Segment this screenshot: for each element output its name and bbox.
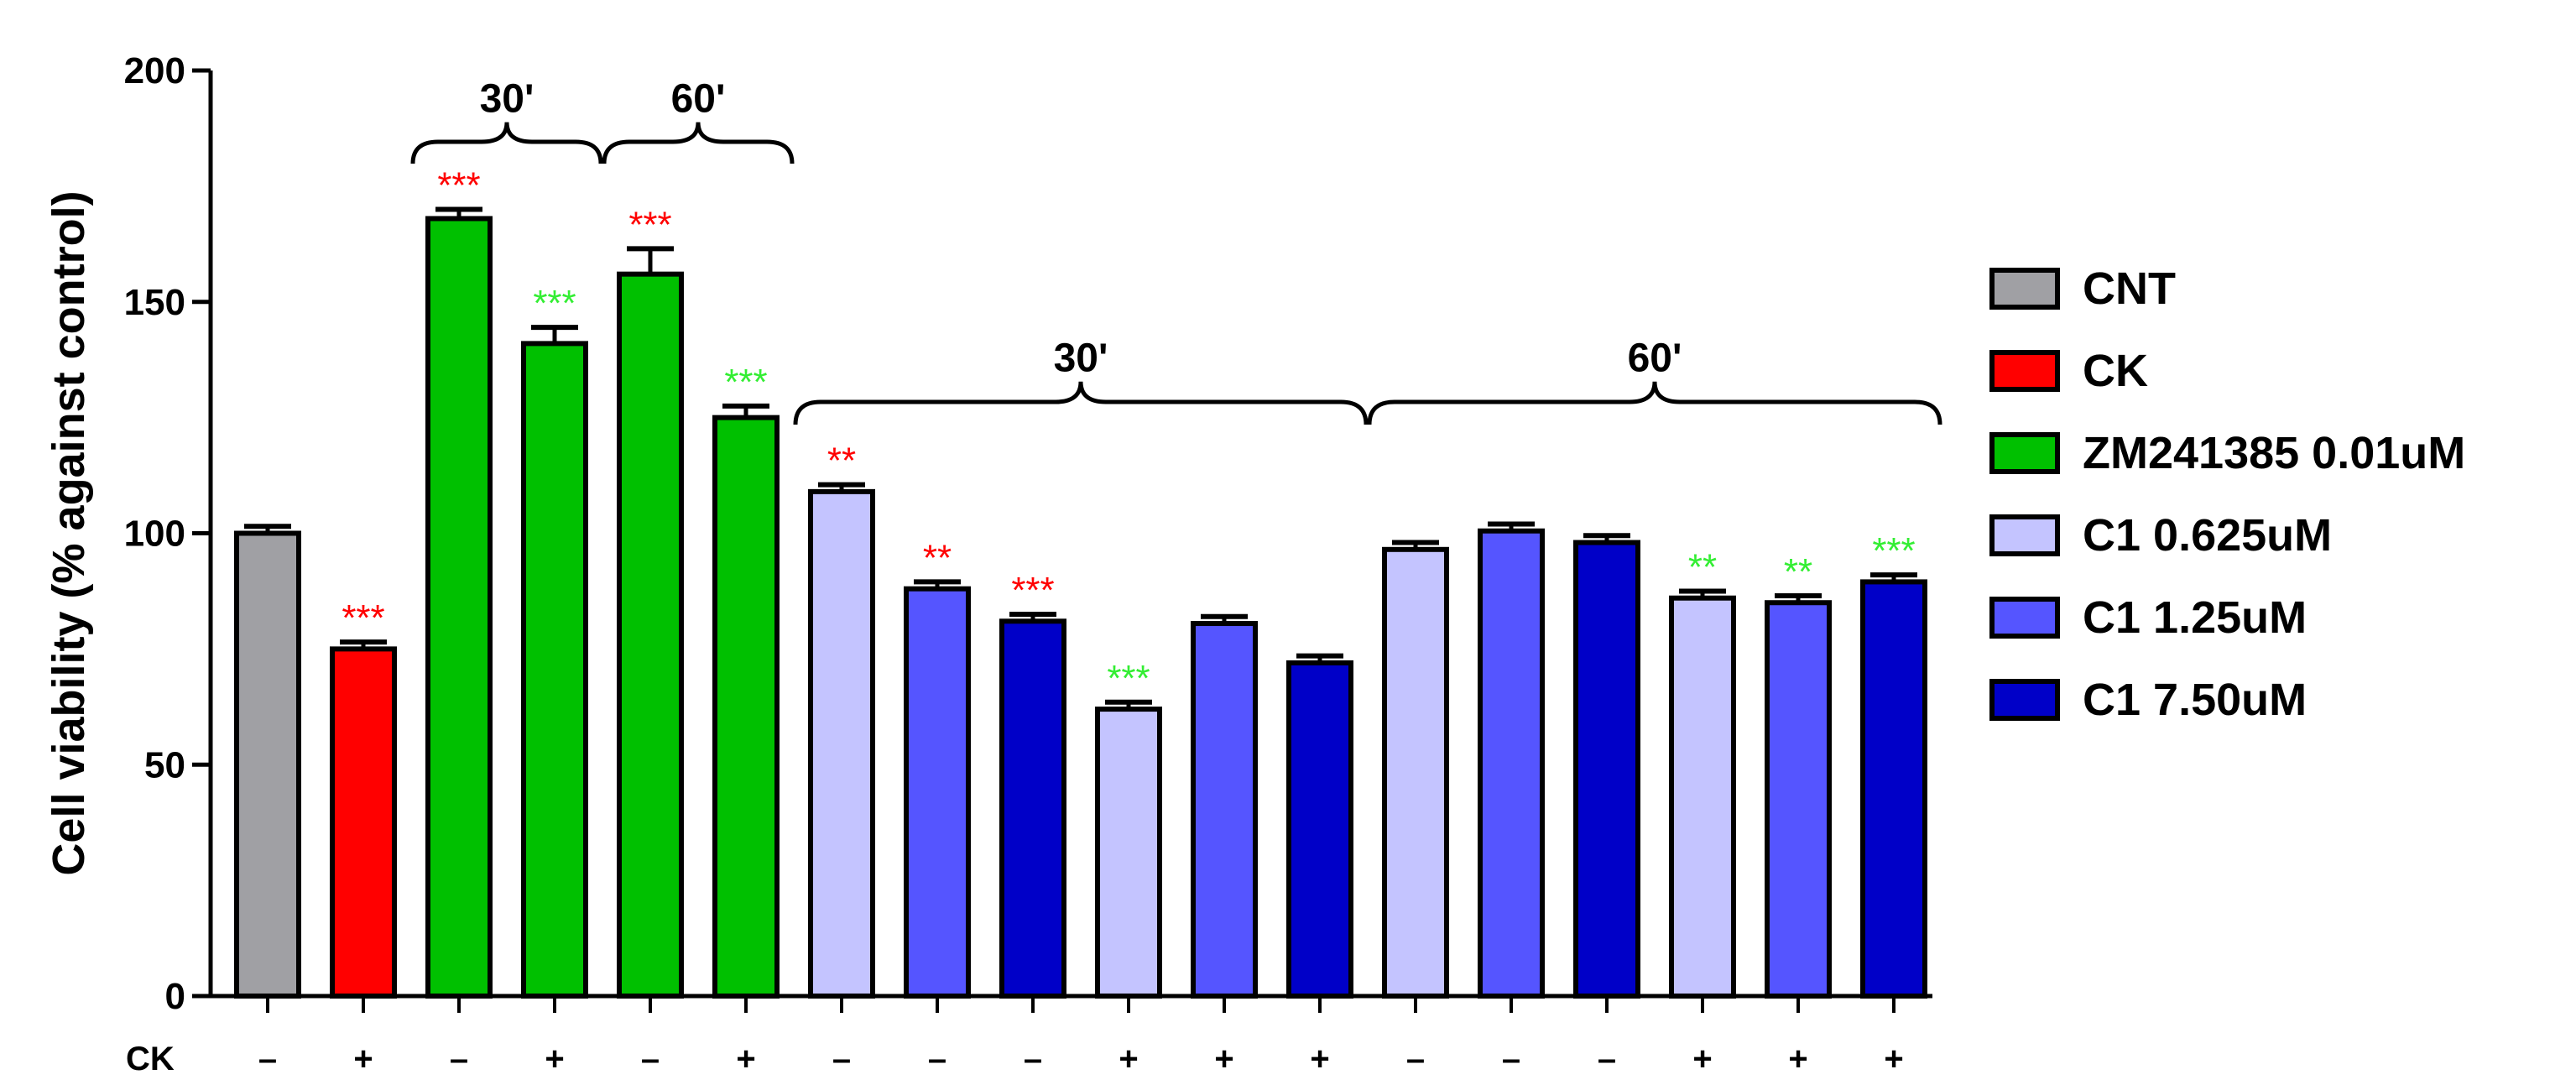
bracket-label: 60' [671, 77, 726, 122]
bracket-label: 30' [480, 77, 534, 122]
bracket [410, 122, 603, 164]
legend-label: C1 1.25uM [2083, 592, 2307, 643]
ck-sign: – [1406, 1041, 1425, 1077]
ck-sign: – [1024, 1041, 1042, 1077]
legend-label-detail: 0.01uM [2299, 428, 2465, 478]
bar [425, 216, 493, 999]
ck-sign: + [1119, 1041, 1138, 1077]
bracket-label: 60' [1628, 336, 1682, 381]
ck-sign: + [353, 1041, 373, 1077]
legend-swatch [1989, 432, 2060, 474]
legend-label: CK [2083, 346, 2148, 396]
legend-swatch [1989, 597, 2060, 639]
axes: 0 50 100 150 200 Cell viability (% against co… [44, 50, 1932, 1017]
ck-sign: + [736, 1041, 755, 1077]
significance-label: *** [1872, 530, 1915, 571]
significance-label: ** [923, 537, 952, 578]
legend-label: CNT [2083, 263, 2176, 314]
y-tick-label: 0 [165, 976, 185, 1017]
ck-sign: + [1214, 1041, 1233, 1077]
ck-sign: – [1598, 1041, 1616, 1077]
ck-sign: – [1502, 1041, 1520, 1077]
bar [712, 415, 780, 999]
y-tick-label: 50 [144, 744, 185, 785]
bar [1286, 660, 1353, 999]
ck-sign: – [641, 1041, 660, 1077]
legend-label-detail: 1.25uM [2141, 592, 2307, 643]
bar [521, 341, 588, 999]
significance-label: ** [827, 441, 856, 482]
significance-label: *** [628, 204, 671, 245]
ck-sign: – [258, 1041, 277, 1077]
ck-sign: – [832, 1041, 851, 1077]
y-tick-label: 150 [124, 282, 185, 323]
ck-sign: + [1692, 1041, 1712, 1077]
significance-label: *** [1107, 658, 1150, 699]
bar [808, 488, 875, 999]
bar [999, 618, 1066, 999]
ck-sign: + [545, 1041, 564, 1077]
significance-label: ** [1784, 551, 1812, 592]
legend-swatch [1989, 350, 2060, 392]
annotations: *************************** *****30' 60'30… [342, 77, 1942, 699]
bar [1669, 595, 1736, 999]
legend-swatch [1989, 514, 2060, 556]
bracket [1367, 381, 1942, 425]
significance-label: ** [1688, 546, 1717, 587]
bars [234, 206, 1927, 999]
legend-label-detail: 0.625uM [2141, 510, 2332, 561]
bar [617, 271, 684, 999]
legend-swatch [1989, 268, 2060, 310]
legend-label: C1 0.625uM [2083, 510, 2332, 561]
ck-row-label: CK [126, 1041, 175, 1077]
y-tick-label: 100 [124, 514, 185, 555]
significance-label: *** [1011, 570, 1054, 611]
ck-sign: – [450, 1041, 468, 1077]
bracket [602, 122, 795, 164]
bar [1478, 528, 1545, 999]
bar [234, 530, 301, 999]
bar [1765, 600, 1832, 999]
ck-sign: + [1884, 1041, 1903, 1077]
bracket [793, 381, 1369, 425]
y-tick-label: 200 [124, 50, 185, 91]
significance-label: *** [724, 362, 767, 403]
significance-label: *** [437, 164, 480, 206]
legend: CNT CK ZM241385 0.01uM C1 0.625uM C1 1.25uM C… [1989, 263, 2465, 725]
bar [330, 646, 397, 999]
ck-sign: + [1788, 1041, 1807, 1077]
bar [1382, 546, 1449, 999]
legend-label: ZM241385 0.01uM [2083, 428, 2465, 478]
legend-label: C1 7.50uM [2083, 675, 2307, 725]
ck-row: CK – + – + – + – – – + + + – – – + + + [126, 1041, 1904, 1077]
ck-sign: – [928, 1041, 946, 1077]
ck-sign: + [1310, 1041, 1329, 1077]
legend-label-detail: 7.50uM [2141, 675, 2307, 725]
bar [1095, 707, 1162, 999]
y-axis-label: Cell viability (% against control) [44, 190, 94, 875]
significance-label: *** [342, 597, 384, 639]
bar [1573, 540, 1640, 999]
significance-label: *** [533, 283, 576, 324]
bracket-label: 30' [1054, 336, 1108, 381]
legend-swatch [1989, 679, 2060, 721]
bar [1860, 579, 1927, 999]
bar [1191, 621, 1258, 999]
bar [904, 586, 971, 999]
